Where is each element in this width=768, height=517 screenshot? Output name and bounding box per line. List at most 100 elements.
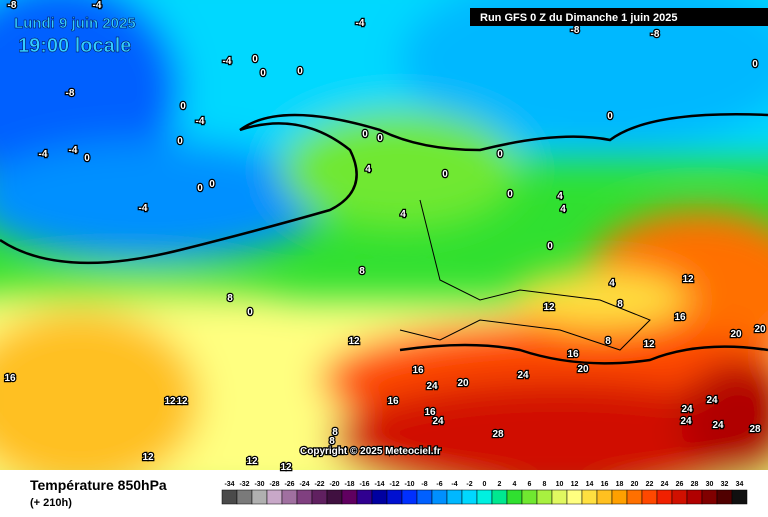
legend-swatch	[551, 489, 568, 505]
contour-label: 20	[730, 329, 742, 340]
legend-swatch	[611, 489, 628, 505]
contour-label: 0	[442, 169, 448, 180]
contour-label: 24	[681, 404, 693, 415]
contour-label: -4	[223, 56, 232, 67]
contour-label: 8	[605, 336, 611, 347]
contour-label: 24	[706, 395, 718, 406]
contour-label: -8	[8, 0, 17, 11]
legend-label: 28	[691, 481, 699, 488]
contour-label: 12	[142, 452, 154, 463]
legend-swatch	[431, 489, 448, 505]
legend-label: 0	[483, 481, 487, 488]
contour-label: 12	[348, 336, 360, 347]
legend-swatch	[626, 489, 643, 505]
legend-swatch	[476, 489, 493, 505]
legend-label: -26	[284, 481, 294, 488]
field-title: Température 850hPa	[30, 477, 167, 493]
legend-swatch	[236, 489, 253, 505]
contour-label: 4	[400, 209, 406, 220]
legend-label: 26	[676, 481, 684, 488]
contour-label: 16	[674, 312, 686, 323]
legend-label: -2	[466, 481, 472, 488]
legend-label: -6	[436, 481, 442, 488]
legend-label: -4	[451, 481, 457, 488]
legend-label: 34	[736, 481, 744, 488]
contour-label: -8	[571, 25, 580, 36]
contour-label: 24	[426, 381, 438, 392]
legend-label: -12	[389, 481, 399, 488]
contour-label: 0	[247, 307, 253, 318]
contour-label: 20	[754, 324, 766, 335]
legend-label: 16	[601, 481, 609, 488]
contour-label: 24	[517, 370, 529, 381]
run-box	[470, 8, 768, 26]
legend-label: 14	[586, 481, 594, 488]
contour-label: 16	[412, 365, 424, 376]
legend-label: -22	[314, 481, 324, 488]
legend-label: -20	[329, 481, 339, 488]
legend-swatch	[416, 489, 433, 505]
legend-swatch	[461, 489, 478, 505]
contour-label: 24	[712, 420, 724, 431]
legend-swatch	[671, 489, 688, 505]
contour-label: 12	[280, 462, 292, 473]
contour-label: 0	[297, 66, 303, 77]
contour-label: 12	[246, 456, 258, 467]
contour-label: 12	[643, 339, 655, 350]
contour-label: 0	[497, 149, 503, 160]
legend-swatch	[536, 489, 553, 505]
legend-swatch	[266, 489, 283, 505]
contour-label: -4	[69, 145, 78, 156]
legend-swatch	[446, 489, 463, 505]
legend-swatch	[521, 489, 538, 505]
legend-label: 10	[556, 481, 564, 488]
legend-swatch	[686, 489, 703, 505]
legend-label: 6	[528, 481, 532, 488]
legend-swatch	[281, 489, 298, 505]
contour-label: 28	[749, 424, 761, 435]
contour-label: -4	[39, 149, 48, 160]
contour-label: 8	[617, 299, 623, 310]
legend-swatch	[656, 489, 673, 505]
legend-label: -8	[421, 481, 427, 488]
legend-swatch	[221, 489, 238, 505]
contour-label: 0	[84, 153, 90, 164]
legend-swatch	[566, 489, 583, 505]
contour-label: -4	[196, 116, 205, 127]
legend-label: 8	[543, 481, 547, 488]
legend-swatch	[506, 489, 523, 505]
legend-swatch	[491, 489, 508, 505]
contour-label: 8	[329, 436, 335, 447]
legend-swatch	[716, 489, 733, 505]
legend-label: -14	[374, 481, 384, 488]
legend-swatch	[326, 489, 343, 505]
contour-label: 0	[260, 68, 266, 79]
legend-swatch	[701, 489, 718, 505]
legend-swatch	[581, 489, 598, 505]
legend-swatch	[731, 489, 748, 505]
contour-label: 0	[752, 59, 758, 70]
contour-label: 12	[543, 302, 555, 313]
legend-label: 4	[513, 481, 517, 488]
legend-swatch	[386, 489, 403, 505]
contour-label: 20	[457, 378, 469, 389]
contour-label: 0	[197, 183, 203, 194]
legend-swatch	[356, 489, 373, 505]
contour-label: 0	[177, 136, 183, 147]
legend-swatch	[296, 489, 313, 505]
contour-label: 0	[362, 129, 368, 140]
copyright: Copyright © 2025 Meteociel.fr	[300, 446, 441, 457]
contour-label: 0	[180, 101, 186, 112]
contour-label: 0	[377, 133, 383, 144]
lead-time: (+ 210h)	[30, 497, 72, 509]
legend-swatch	[341, 489, 358, 505]
contour-label: 16	[567, 349, 579, 360]
run-info: Run GFS 0 Z du Dimanche 1 juin 2025	[480, 12, 677, 24]
contour-label: 4	[560, 204, 566, 215]
contour-label: 8	[332, 427, 338, 438]
legend-label: -18	[344, 481, 354, 488]
legend-label: 18	[616, 481, 624, 488]
contour-label: 4	[609, 278, 615, 289]
contour-label: 0	[252, 54, 258, 65]
legend-label: -24	[299, 481, 309, 488]
